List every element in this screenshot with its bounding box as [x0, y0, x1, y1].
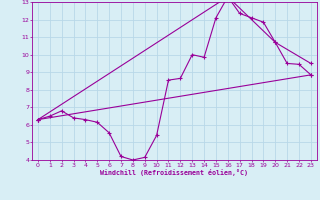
X-axis label: Windchill (Refroidissement éolien,°C): Windchill (Refroidissement éolien,°C)	[100, 169, 248, 176]
